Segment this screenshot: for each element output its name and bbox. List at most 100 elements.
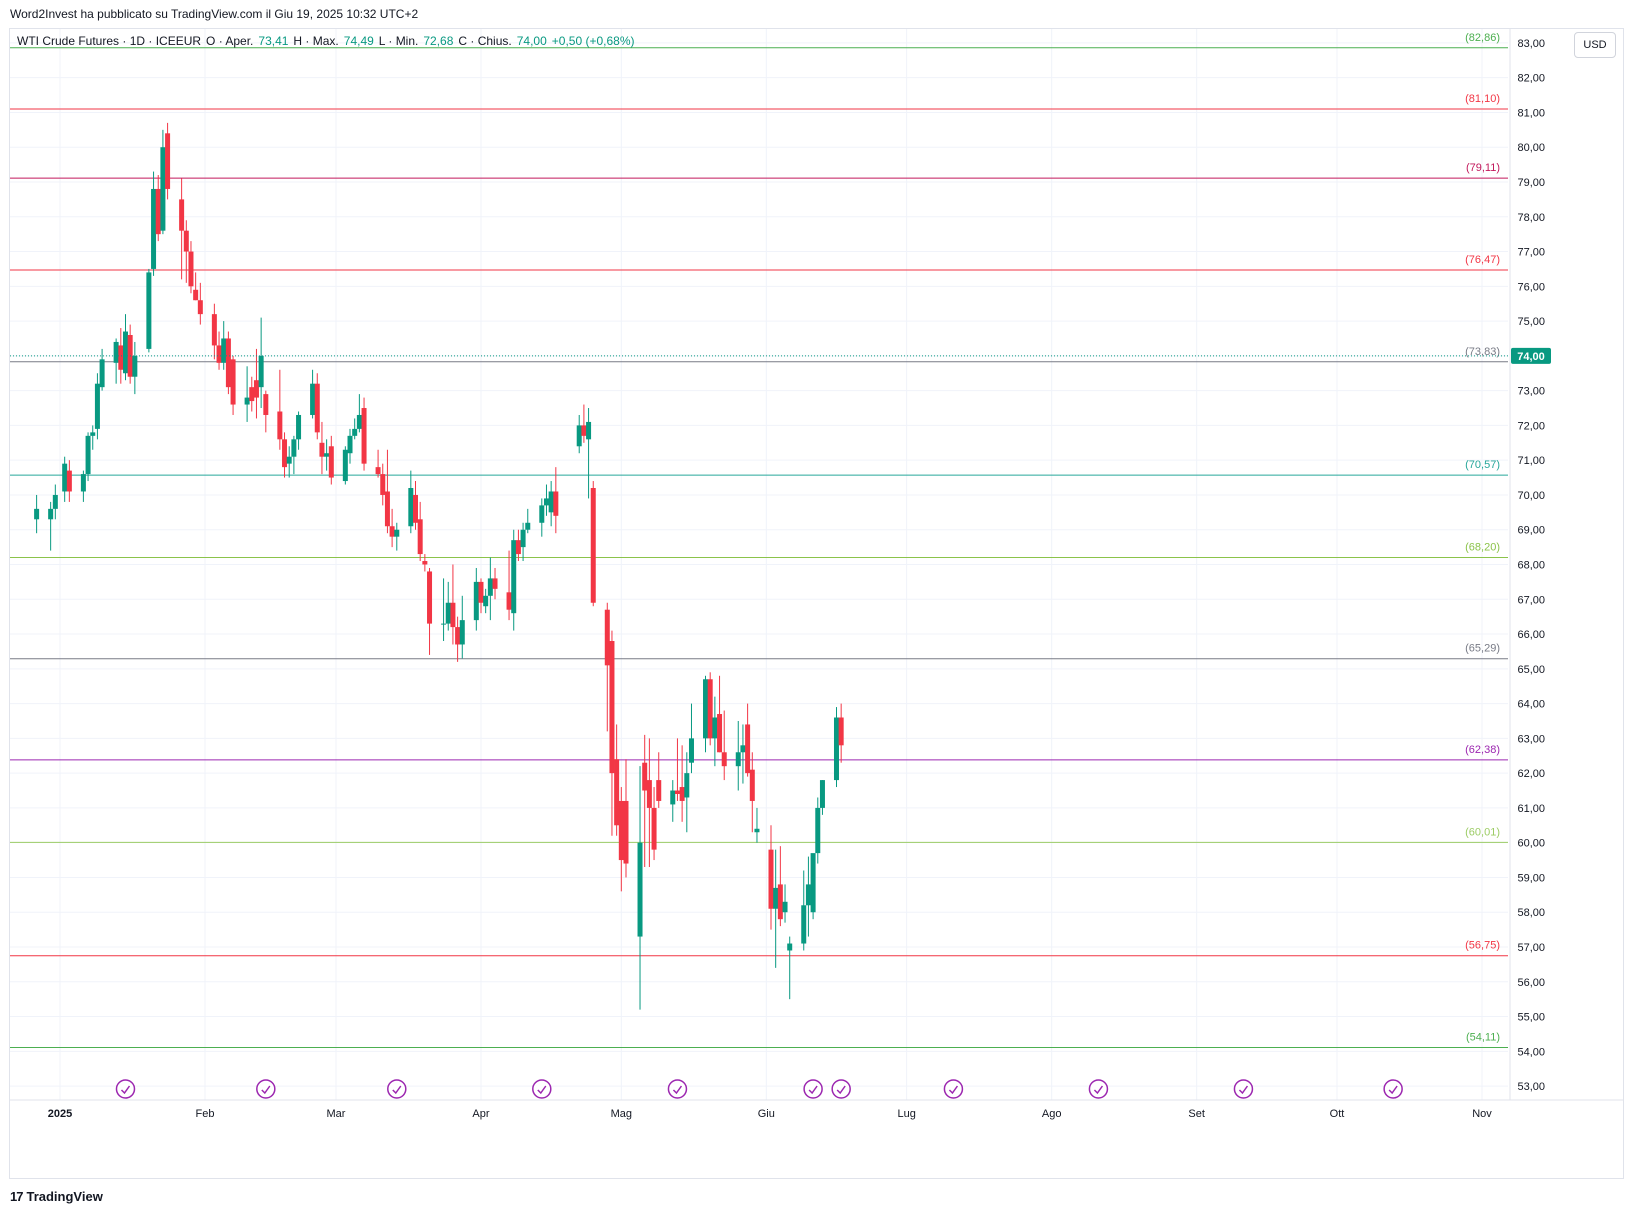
- candle: [801, 870, 807, 951]
- candle: [384, 449, 390, 534]
- candle: [127, 324, 133, 384]
- legend-close-label: C · Chius.: [458, 34, 512, 48]
- y-tick-label: 57,00: [1517, 942, 1545, 954]
- candle-body: [249, 387, 255, 402]
- candle-body: [52, 494, 58, 509]
- candle: [380, 463, 386, 506]
- candle-body: [539, 505, 545, 523]
- event-markers: [115, 1079, 1403, 1099]
- candle-body: [754, 828, 760, 833]
- event-marker-ring: [667, 1079, 688, 1099]
- candle: [749, 752, 755, 833]
- candle-body: [487, 578, 493, 596]
- candle: [165, 122, 171, 200]
- candle: [328, 435, 334, 485]
- event-marker-icon[interactable]: [1088, 1079, 1109, 1099]
- event-marker-glyph: [261, 1085, 271, 1095]
- candle-body: [225, 338, 231, 388]
- event-marker-glyph: [948, 1085, 959, 1095]
- legend-change-value: +0,50 (+0,68%): [551, 34, 635, 48]
- candle-body: [263, 394, 269, 415]
- event-marker-glyph: [120, 1085, 131, 1095]
- candle: [151, 171, 157, 276]
- candle: [221, 321, 227, 370]
- symbol-legend: WTI Crude Futures · 1D · ICEEUR O · Aper…: [17, 34, 635, 48]
- candle-body: [478, 581, 484, 603]
- candle-body: [216, 345, 222, 363]
- candle: [62, 456, 68, 502]
- event-marker-icon[interactable]: [1233, 1079, 1254, 1099]
- candle: [679, 745, 685, 822]
- event-marker-icon[interactable]: [943, 1079, 964, 1099]
- y-tick-label: 73,00: [1517, 386, 1545, 398]
- candle: [445, 581, 451, 631]
- x-tick-label: Giu: [758, 1108, 775, 1120]
- candle: [244, 366, 250, 422]
- candle-body: [132, 355, 138, 377]
- candle: [618, 787, 624, 892]
- x-axis: 2025 Feb Mar Apr Mag Giu Lug Ago Set Ott Nov: [10, 1099, 1623, 1120]
- candle-body: [253, 380, 259, 398]
- event-marker-icon[interactable]: [803, 1079, 823, 1099]
- candle-body: [342, 449, 348, 482]
- chart-frame[interactable]: [9, 28, 1624, 1179]
- level-label: (82,86): [1465, 32, 1500, 44]
- y-tick-label: 70,00: [1517, 490, 1545, 502]
- y-tick-label: 81,00: [1517, 107, 1545, 119]
- candle-body: [787, 943, 793, 951]
- y-tick-label: 53,00: [1517, 1081, 1545, 1093]
- tradingview-logo[interactable]: 17 TradingView: [10, 1189, 103, 1204]
- event-marker-icon[interactable]: [256, 1079, 276, 1099]
- currency-selector[interactable]: USD: [1574, 32, 1616, 58]
- event-marker-icon[interactable]: [532, 1079, 552, 1099]
- candle-body: [506, 592, 512, 610]
- candle: [417, 501, 423, 562]
- event-marker-glyph: [808, 1085, 818, 1095]
- candle: [263, 390, 269, 433]
- event-marker-icon[interactable]: [1383, 1079, 1403, 1099]
- y-tick-label: 54,00: [1517, 1046, 1545, 1058]
- event-marker-icon[interactable]: [831, 1079, 851, 1099]
- candle: [511, 529, 517, 631]
- candle-body: [34, 508, 40, 520]
- candle: [735, 720, 741, 791]
- candle-body: [324, 453, 330, 457]
- candle: [413, 481, 418, 530]
- candle-body: [356, 414, 362, 429]
- candle: [34, 494, 40, 534]
- y-tick-label: 55,00: [1517, 1012, 1545, 1024]
- candle-body: [286, 456, 292, 464]
- candle-body: [721, 752, 727, 767]
- candle-body: [197, 300, 203, 315]
- event-marker-glyph: [1238, 1085, 1249, 1095]
- candle: [637, 766, 643, 1010]
- candle: [80, 470, 86, 502]
- candle-body: [674, 790, 680, 794]
- candle-body: [543, 498, 549, 506]
- candle: [277, 369, 283, 450]
- y-tick-label: 56,00: [1517, 977, 1545, 989]
- event-marker-icon[interactable]: [667, 1079, 688, 1099]
- candle: [674, 738, 680, 801]
- candle-body: [375, 467, 381, 475]
- candle-body: [656, 780, 662, 801]
- candle: [314, 373, 320, 440]
- y-tick-label: 67,00: [1517, 594, 1545, 606]
- x-tick-label: Ott: [1330, 1108, 1345, 1120]
- candle: [197, 282, 203, 325]
- event-marker-icon[interactable]: [387, 1079, 407, 1099]
- candle-body: [590, 488, 596, 603]
- last-price-tag: [1511, 347, 1551, 364]
- candle: [118, 328, 124, 384]
- candle: [642, 734, 648, 868]
- x-tick-label: Lug: [897, 1108, 915, 1120]
- candle-body: [745, 724, 751, 774]
- candle: [216, 331, 222, 370]
- candle-body: [717, 714, 723, 753]
- event-marker-icon[interactable]: [115, 1079, 136, 1099]
- candle-body: [179, 199, 185, 231]
- candle-body: [740, 745, 746, 753]
- candle-body: [609, 641, 615, 774]
- candle: [296, 411, 302, 450]
